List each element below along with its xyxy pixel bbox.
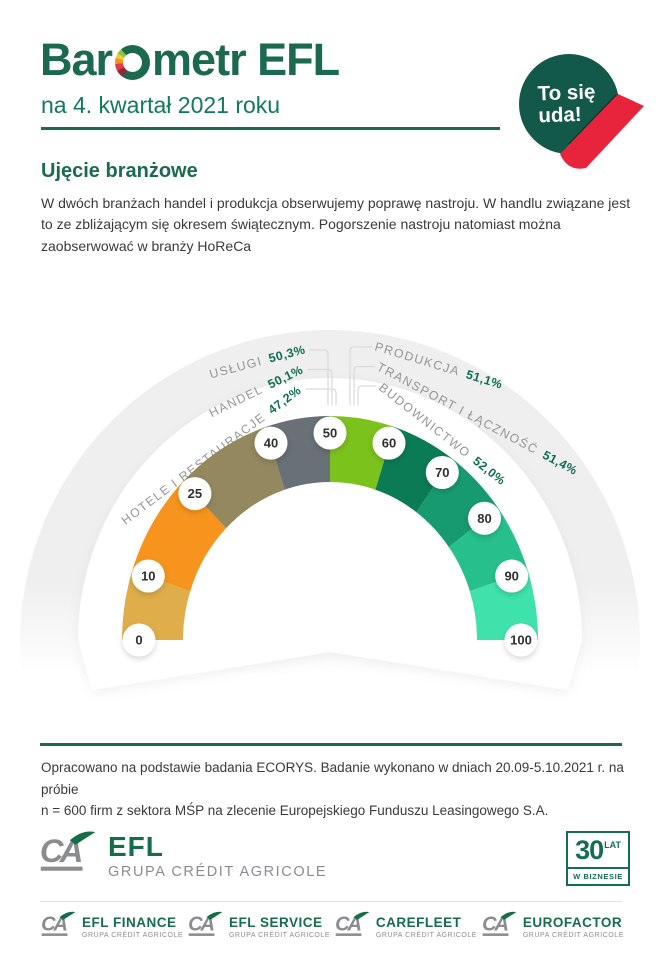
section-paragraph: W dwóch branżach handel i produkcja obse… <box>41 195 631 254</box>
gauge-tick <box>495 559 529 593</box>
title-prefix: Bar <box>40 34 113 85</box>
ca-monogram-icon: CA <box>335 911 370 936</box>
gauge-tick-label: 80 <box>477 511 491 526</box>
ca-monogram-icon: CA <box>41 911 76 936</box>
partner-logo-efl-service: CA EFL SERVICE GRUPA CRÉDIT AGRICOLE <box>187 911 330 944</box>
gauge-tick-label: 60 <box>382 436 396 451</box>
ca-leaf-icon <box>353 911 370 920</box>
study-note-line2: n = 600 firm z sektora MŚP na zlecenie E… <box>41 803 549 819</box>
gauge-callout-line <box>357 385 377 406</box>
study-note: Opracowano na podstawie badania ECORYS. … <box>41 757 633 822</box>
footer-divider <box>40 743 622 746</box>
efl-logo-name: EFL <box>108 831 164 862</box>
partner-logo-efl-finance: CA EFL FINANCE GRUPA CRÉDIT AGRICOLE <box>40 911 183 944</box>
promo-ribbon-icon <box>560 94 644 169</box>
gauge-tick <box>313 416 347 450</box>
partners-divider <box>40 901 622 902</box>
gauge-tick <box>425 456 459 489</box>
partner-subtitle: GRUPA CRÉDIT AGRICOLE <box>522 931 624 939</box>
gauge-tick-label: 10 <box>141 569 155 584</box>
anniversary-subtitle: W BIZNESIE <box>568 867 628 884</box>
promo-badge <box>519 54 644 169</box>
anniversary-unit: LAT <box>604 840 621 850</box>
gauge-tick-label: 40 <box>264 436 278 451</box>
efl-logo-subtitle: GRUPA CRÉDIT AGRICOLE <box>108 864 328 880</box>
gauge-callout-lines <box>305 346 377 406</box>
ca-monogram-slot: CA <box>40 911 77 944</box>
header-divider <box>41 127 500 130</box>
ca-monogram-slot: CA <box>481 911 518 944</box>
partner-logo-carefleet: CA CAREFLEET GRUPA CRÉDIT AGRICOLE <box>334 911 477 944</box>
promo-badge-text: To się uda! <box>537 80 618 128</box>
promo-badge-line2: uda! <box>537 103 583 128</box>
page-title: Bar metr EFL <box>40 34 340 86</box>
gauge-tick <box>131 559 165 593</box>
partner-subtitle: GRUPA CRÉDIT AGRICOLE <box>82 931 184 939</box>
gauge-tick-label: 0 <box>135 633 142 648</box>
gauge-ring-o-icon <box>115 45 151 80</box>
gauge-ticks: 0 10 25 40 50 60 70 80 90 100 <box>122 416 538 657</box>
promo-badge-line1: To się <box>537 80 596 106</box>
partner-name: EFL SERVICE <box>228 915 323 931</box>
ca-leaf-icon <box>69 831 96 845</box>
title-suffix: metr EFL <box>152 34 340 85</box>
ca-monogram-icon: CA <box>40 831 96 871</box>
gauge-tick <box>178 477 212 511</box>
ca-monogram-slot: CA <box>334 911 371 944</box>
gauge-tick-label: 70 <box>435 465 449 480</box>
ca-leaf-icon <box>500 911 517 920</box>
anniversary-number: 30 <box>575 835 604 865</box>
gauge-tick <box>372 426 406 460</box>
sector-gauge-chart: USŁUGI 50,3%HANDEL50,1%HOTELE I RESTAURAC… <box>20 330 640 763</box>
page-subtitle: na 4. kwartał 2021 roku <box>41 92 281 118</box>
gauge-callout-line <box>307 368 333 406</box>
gauge-white-panel <box>78 378 582 690</box>
gauge-tick <box>504 623 538 657</box>
ca-monogram-icon: CA <box>188 911 223 936</box>
gauge-tick <box>254 426 288 460</box>
ca-monogram-slot: CA <box>187 911 224 944</box>
partner-logo-eurofactor: CA EUROFACTOR GRUPA CRÉDIT AGRICOLE <box>481 911 624 944</box>
partner-subtitle: GRUPA CRÉDIT AGRICOLE <box>228 931 331 939</box>
gauge-tick-label: 90 <box>504 569 518 584</box>
efl-logo: CA EFL GRUPA CRÉDIT AGRICOLE <box>38 831 327 880</box>
gauge-tick <box>468 501 501 535</box>
gauge-callout-line <box>349 346 373 406</box>
partner-name: EUROFACTOR <box>522 915 623 931</box>
gauge-tick <box>122 623 156 657</box>
gauge-callout-line <box>305 388 337 406</box>
ca-monogram-slot: CA <box>38 831 98 880</box>
ca-leaf-icon <box>59 911 76 920</box>
study-note-line1: Opracowano na podstawie badania ECORYS. … <box>41 760 624 797</box>
ca-leaf-icon <box>206 911 223 920</box>
gauge-callout-line <box>353 365 375 406</box>
anniversary-badge: 30 LAT W BIZNESIE <box>566 831 630 886</box>
gauge-segment-70-80 <box>416 458 499 548</box>
gauge-tick-label: 25 <box>188 486 202 501</box>
gauge-callout-line <box>309 349 329 406</box>
ca-monogram-icon: CA <box>482 911 517 936</box>
partner-subtitle: GRUPA CRÉDIT AGRICOLE <box>375 931 478 939</box>
partner-name: CAREFLEET <box>375 915 462 931</box>
gauge-tick-label: 50 <box>323 426 337 441</box>
section-heading: Ujęcie branżowe <box>41 160 198 182</box>
partner-name: EFL FINANCE <box>82 915 177 931</box>
partner-logos: CA EFL FINANCE GRUPA CRÉDIT AGRICOLE CA … <box>40 911 624 944</box>
gauge-tick-label: 100 <box>510 633 532 648</box>
